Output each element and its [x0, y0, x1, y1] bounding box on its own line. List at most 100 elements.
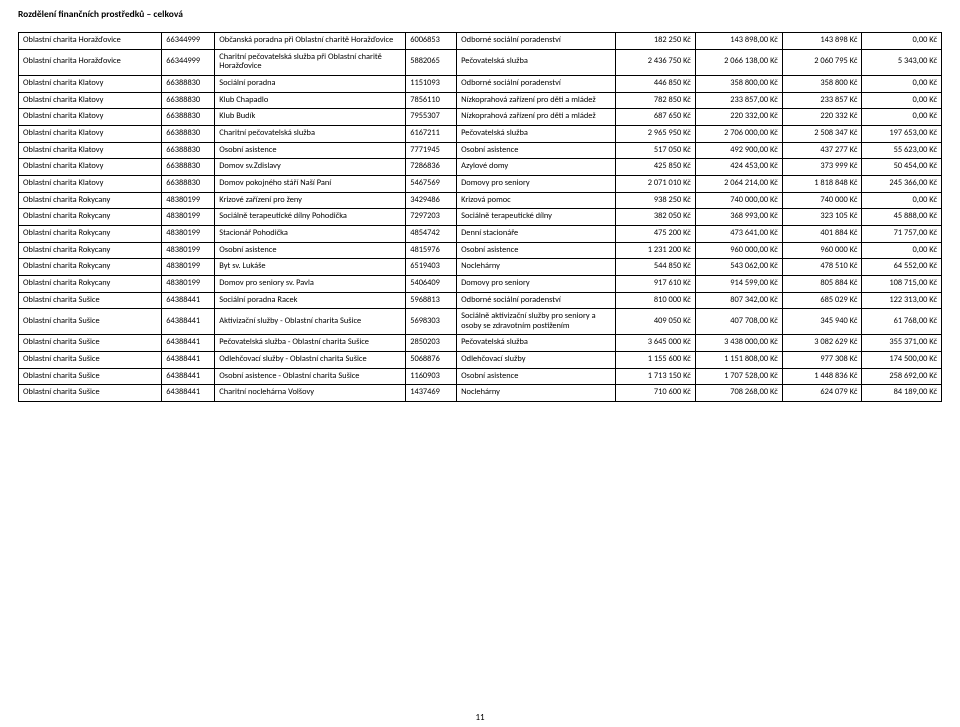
cell-amt3: 373 999 Kč — [782, 159, 862, 176]
cell-amt2: 807 342,00 Kč — [695, 292, 782, 309]
cell-ico: 48380199 — [162, 225, 215, 242]
table-row: Oblastní charita Sušice64388441Sociální … — [19, 292, 942, 309]
table-row: Oblastní charita Klatovy66388830Charitní… — [19, 125, 942, 142]
cell-amt3: 1 818 848 Kč — [782, 175, 862, 192]
cell-type: Sociálně aktivizační služby pro seniory … — [457, 309, 616, 335]
cell-amt3: 685 029 Kč — [782, 292, 862, 309]
cell-code: 5882065 — [406, 49, 457, 75]
cell-amt4: 55 623,00 Kč — [862, 142, 942, 159]
cell-amt2: 233 857,00 Kč — [695, 92, 782, 109]
table-row: Oblastní charita Sušice64388441Aktivizač… — [19, 309, 942, 335]
cell-org: Oblastní charita Sušice — [19, 335, 162, 352]
cell-org: Oblastní charita Sušice — [19, 309, 162, 335]
table-row: Oblastní charita Sušice64388441Osobní as… — [19, 368, 942, 385]
cell-type: Pečovatelská služba — [457, 49, 616, 75]
cell-amt1: 687 650 Kč — [616, 109, 696, 126]
cell-amt4: 71 757,00 Kč — [862, 225, 942, 242]
cell-amt1: 2 436 750 Kč — [616, 49, 696, 75]
cell-amt2: 2 064 214,00 Kč — [695, 175, 782, 192]
cell-code: 7955307 — [406, 109, 457, 126]
cell-code: 5467569 — [406, 175, 457, 192]
page-number: 11 — [0, 712, 960, 723]
table-row: Oblastní charita Klatovy66388830Sociální… — [19, 75, 942, 92]
cell-code: 4815976 — [406, 242, 457, 259]
cell-org: Oblastní charita Sušice — [19, 292, 162, 309]
cell-service: Aktivizační služby - Oblastní charita Su… — [215, 309, 406, 335]
cell-org: Oblastní charita Klatovy — [19, 125, 162, 142]
cell-service: Osobní asistence — [215, 142, 406, 159]
cell-amt1: 182 250 Kč — [616, 33, 696, 50]
cell-code: 5968813 — [406, 292, 457, 309]
cell-amt1: 3 645 000 Kč — [616, 335, 696, 352]
cell-type: Noclehárny — [457, 259, 616, 276]
cell-amt4: 0,00 Kč — [862, 192, 942, 209]
cell-ico: 48380199 — [162, 275, 215, 292]
cell-ico: 66344999 — [162, 33, 215, 50]
cell-org: Oblastní charita Klatovy — [19, 75, 162, 92]
cell-type: Domovy pro seniory — [457, 275, 616, 292]
cell-amt4: 197 653,00 Kč — [862, 125, 942, 142]
cell-service: Osobní asistence - Oblastní charita Suši… — [215, 368, 406, 385]
cell-ico: 48380199 — [162, 192, 215, 209]
cell-org: Oblastní charita Sušice — [19, 385, 162, 402]
cell-org: Oblastní charita Rokycany — [19, 209, 162, 226]
cell-amt2: 543 062,00 Kč — [695, 259, 782, 276]
cell-type: Nízkoprahová zařízení pro děti a mládež — [457, 92, 616, 109]
cell-code: 6167211 — [406, 125, 457, 142]
cell-service: Klub Budík — [215, 109, 406, 126]
cell-type: Osobní asistence — [457, 242, 616, 259]
cell-type: Osobní asistence — [457, 368, 616, 385]
cell-service: Sociálně terapeutické dílny Pohodička — [215, 209, 406, 226]
cell-service: Charitní noclehárna Volšovy — [215, 385, 406, 402]
cell-amt4: 64 552,00 Kč — [862, 259, 942, 276]
table-row: Oblastní charita Rokycany48380199Stacion… — [19, 225, 942, 242]
cell-code: 6006853 — [406, 33, 457, 50]
cell-code: 3429486 — [406, 192, 457, 209]
table-row: Oblastní charita Sušice64388441Charitní … — [19, 385, 942, 402]
cell-code: 5698303 — [406, 309, 457, 335]
cell-amt4: 84 189,00 Kč — [862, 385, 942, 402]
cell-ico: 66388830 — [162, 159, 215, 176]
cell-service: Osobní asistence — [215, 242, 406, 259]
cell-amt3: 805 884 Kč — [782, 275, 862, 292]
cell-amt3: 3 082 629 Kč — [782, 335, 862, 352]
cell-amt2: 220 332,00 Kč — [695, 109, 782, 126]
cell-ico: 64388441 — [162, 368, 215, 385]
table-row: Oblastní charita Rokycany48380199Osobní … — [19, 242, 942, 259]
cell-amt1: 475 200 Kč — [616, 225, 696, 242]
cell-type: Azylové domy — [457, 159, 616, 176]
cell-amt2: 358 800,00 Kč — [695, 75, 782, 92]
cell-service: Občanská poradna při Oblastní charitě Ho… — [215, 33, 406, 50]
cell-service: Charitní pečovatelská služba při Oblastn… — [215, 49, 406, 75]
cell-service: Krizové zařízení pro ženy — [215, 192, 406, 209]
cell-type: Osobní asistence — [457, 142, 616, 159]
cell-org: Oblastní charita Klatovy — [19, 175, 162, 192]
table-row: Oblastní charita Sušice64388441Pečovatel… — [19, 335, 942, 352]
cell-amt1: 425 850 Kč — [616, 159, 696, 176]
cell-code: 2850203 — [406, 335, 457, 352]
cell-service: Charitní pečovatelská služba — [215, 125, 406, 142]
cell-code: 4854742 — [406, 225, 457, 242]
cell-ico: 66388830 — [162, 175, 215, 192]
cell-amt2: 407 708,00 Kč — [695, 309, 782, 335]
cell-amt4: 61 768,00 Kč — [862, 309, 942, 335]
cell-amt1: 1 231 200 Kč — [616, 242, 696, 259]
cell-amt1: 810 000 Kč — [616, 292, 696, 309]
cell-type: Denní stacionáře — [457, 225, 616, 242]
cell-amt4: 0,00 Kč — [862, 109, 942, 126]
cell-amt3: 740 000 Kč — [782, 192, 862, 209]
cell-amt2: 1 707 528,00 Kč — [695, 368, 782, 385]
cell-amt3: 323 105 Kč — [782, 209, 862, 226]
cell-amt3: 437 277 Kč — [782, 142, 862, 159]
cell-amt2: 3 438 000,00 Kč — [695, 335, 782, 352]
cell-amt3: 960 000 Kč — [782, 242, 862, 259]
cell-ico: 64388441 — [162, 309, 215, 335]
cell-type: Sociálně terapeutické dílny — [457, 209, 616, 226]
cell-code: 1160903 — [406, 368, 457, 385]
cell-amt4: 245 366,00 Kč — [862, 175, 942, 192]
cell-org: Oblastní charita Rokycany — [19, 259, 162, 276]
cell-code: 1437469 — [406, 385, 457, 402]
cell-amt1: 446 850 Kč — [616, 75, 696, 92]
cell-code: 5406409 — [406, 275, 457, 292]
cell-amt3: 220 332 Kč — [782, 109, 862, 126]
